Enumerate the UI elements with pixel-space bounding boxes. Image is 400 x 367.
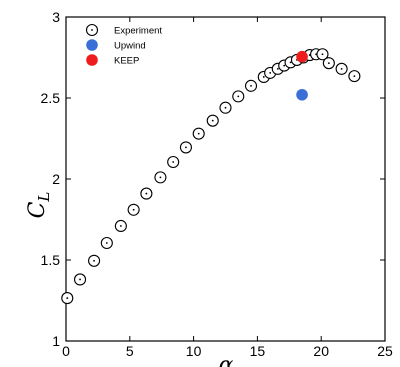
experiment-point [140,187,153,200]
experiment-point [348,70,361,83]
x-tick-label: 15 [250,343,266,359]
x-tick-label: 20 [313,343,329,359]
experiment-point [114,219,127,233]
experiment-point [316,48,329,61]
experiment-point [192,127,205,140]
experiment-point [100,236,113,250]
upwind-point [296,88,308,101]
x-tick-label: 10 [186,343,202,359]
legend-label-upwind: Upwind [114,41,146,52]
experiment-point [154,171,167,184]
x-tick-label: 25 [377,343,393,359]
legend-marker-experiment [85,23,99,37]
legend-marker-keep [86,54,98,66]
keep-point [296,50,308,63]
experiment-point [127,203,140,216]
experiment-point [179,141,192,154]
x-axis-ticks: 0 5 10 15 20 25 [62,17,393,359]
experiment-point [88,254,101,267]
legend-label-keep: KEEP [114,56,139,67]
experiment-point [335,62,348,75]
experiment-point [244,79,258,92]
y-axis-ticks: 1 1.5 2 2.5 3 [41,9,385,349]
y-tick-label: 3 [52,9,60,25]
experiment-point [206,114,219,127]
x-tick-label: 5 [126,343,134,359]
experiment-point [167,155,180,169]
y-axis-label: CL [25,192,53,219]
y-tick-label: 1.5 [41,252,61,268]
y-tick-label: 2 [52,171,60,187]
legend-marker-upwind [86,39,98,51]
legend: Experiment Upwind KEEP [85,23,162,67]
x-tick-label: 0 [62,343,70,359]
x-axis-label: α [219,353,234,367]
experiment-point [61,292,74,305]
y-tick-label: 2.5 [41,90,61,106]
experiment-point [219,101,232,114]
experiment-point [322,57,335,70]
experiment-point [73,273,87,286]
plot-area [61,48,361,305]
y-tick-label: 1 [52,333,60,349]
experiment-point [232,90,245,103]
legend-label-experiment: Experiment [114,26,162,37]
